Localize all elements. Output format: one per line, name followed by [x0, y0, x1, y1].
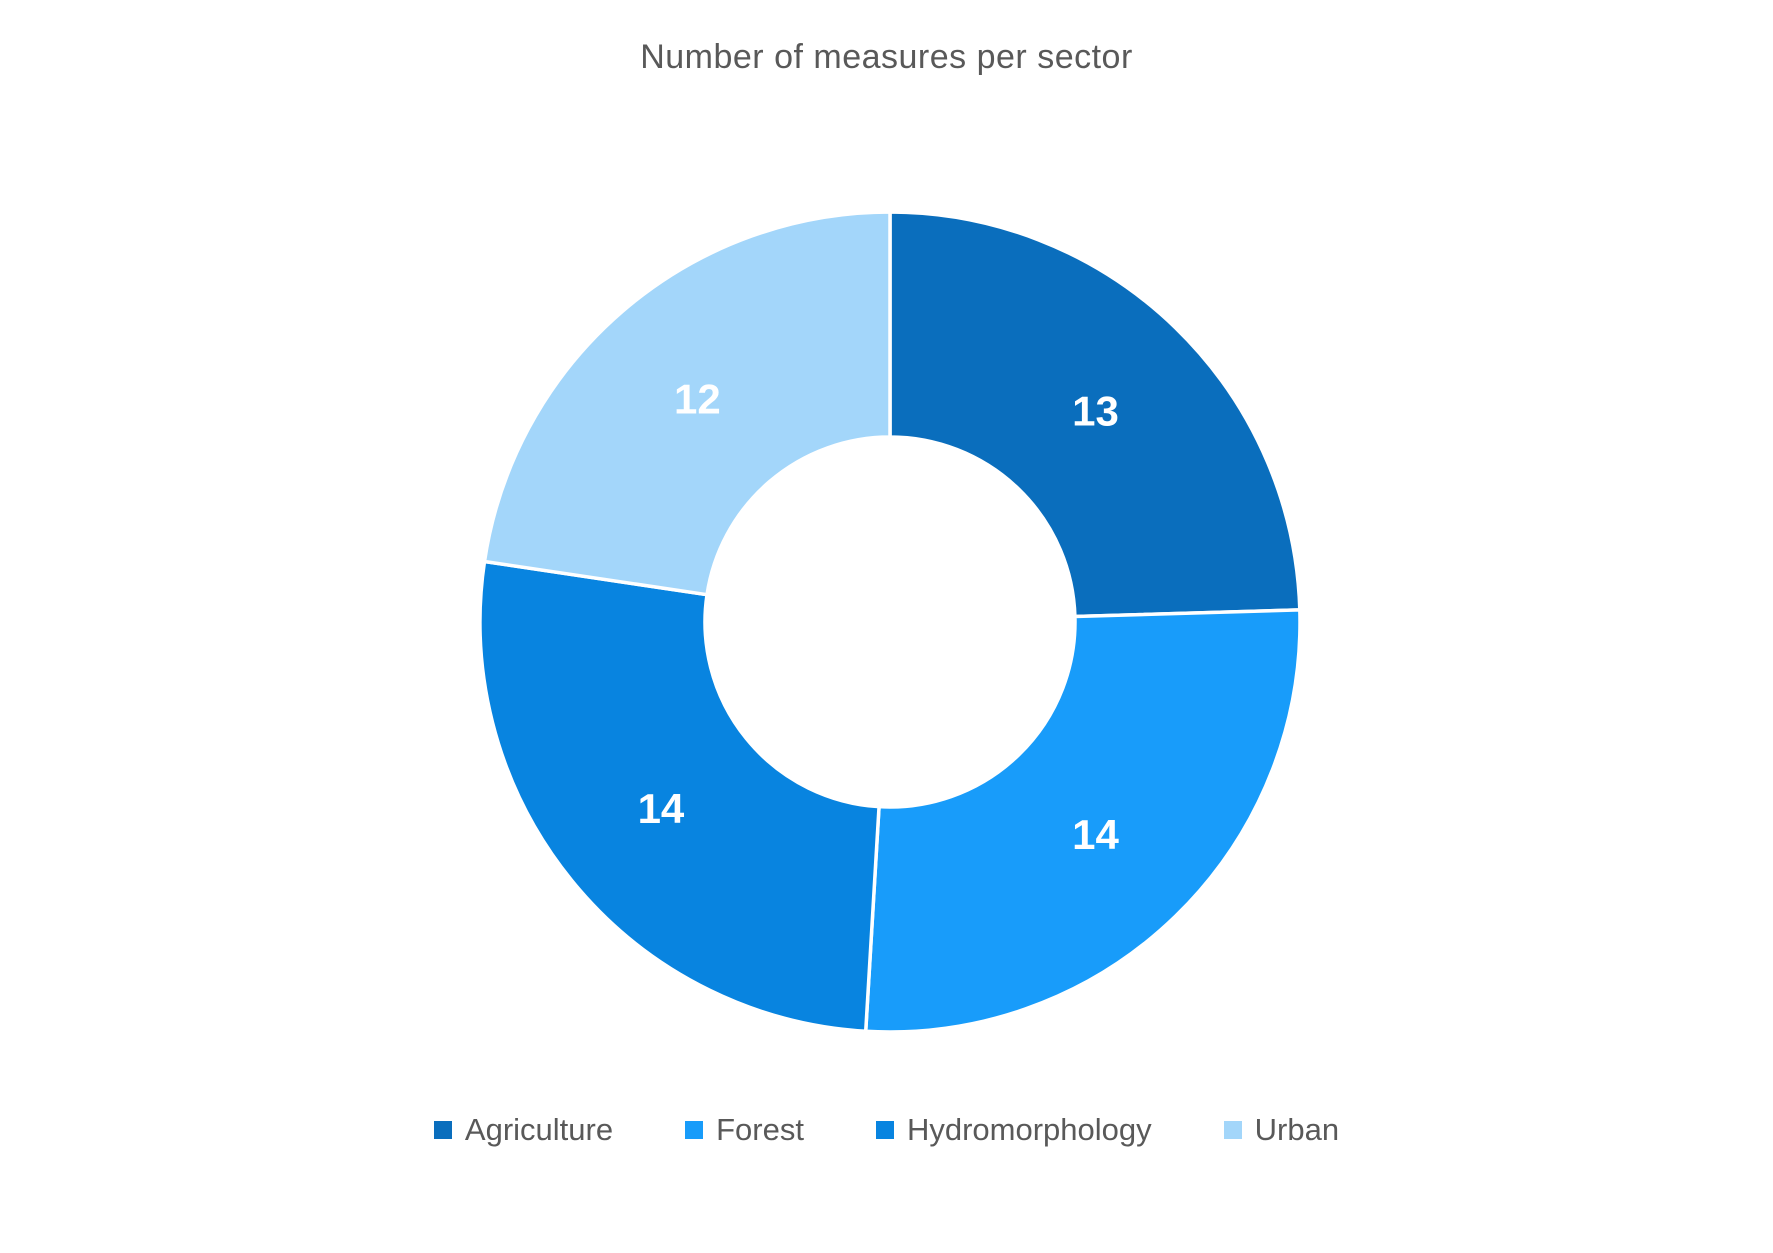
slice-value-label-urban: 12: [674, 376, 721, 423]
donut-slice-agriculture: [888, 210, 1302, 619]
legend-swatch-agriculture: [433, 1121, 452, 1139]
legend-label: Agriculture: [464, 1112, 614, 1147]
legend-label: Forest: [716, 1112, 804, 1147]
legend-label: Urban: [1254, 1112, 1340, 1147]
legend-swatch-hydromorphology: [875, 1121, 894, 1139]
legend-label: Hydromorphology: [906, 1112, 1152, 1147]
legend-swatch-urban: [1223, 1121, 1242, 1139]
slice-value-label-agriculture: 13: [1072, 387, 1119, 434]
legend-swatch-forest: [685, 1121, 704, 1139]
legend: Agriculture Forest Hydromorphology Urban: [0, 1112, 1773, 1148]
slice-value-label-forest: 14: [1072, 811, 1119, 858]
chart-title: Number of measures per sector: [640, 38, 1133, 76]
slice-value-label-hydromorphology: 14: [638, 785, 685, 832]
donut-slice-urban: [482, 210, 892, 597]
legend-item-agriculture: Agriculture: [433, 1112, 614, 1148]
legend-item-hydromorphology: Hydromorphology: [875, 1112, 1152, 1148]
donut-slice-forest: [863, 608, 1302, 1034]
legend-item-urban: Urban: [1223, 1112, 1340, 1148]
donut-slice-hydromorphology: [478, 559, 881, 1034]
legend-item-forest: Forest: [685, 1112, 804, 1148]
